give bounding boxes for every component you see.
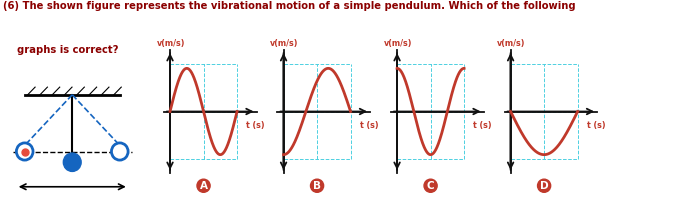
Text: t (s): t (s) — [473, 121, 492, 130]
Text: B: B — [313, 181, 321, 191]
Text: C: C — [427, 181, 434, 191]
Text: t (s): t (s) — [360, 121, 378, 130]
Text: v(m/s): v(m/s) — [384, 39, 412, 48]
Text: C: C — [427, 181, 434, 191]
Circle shape — [63, 153, 81, 171]
Text: A: A — [200, 181, 208, 191]
Text: B: B — [313, 181, 321, 191]
Circle shape — [17, 143, 33, 160]
Text: t (s): t (s) — [587, 121, 605, 130]
Text: v(m/s): v(m/s) — [270, 39, 299, 48]
Circle shape — [111, 143, 128, 160]
Text: A: A — [200, 181, 208, 191]
Text: graphs is correct?: graphs is correct? — [3, 45, 119, 55]
Text: t (s): t (s) — [246, 121, 265, 130]
Text: v(m/s): v(m/s) — [497, 39, 526, 48]
Text: (6) The shown figure represents the vibrational motion of a simple pendulum. Whi: (6) The shown figure represents the vibr… — [3, 1, 576, 11]
Text: v(m/s): v(m/s) — [157, 39, 185, 48]
Text: D: D — [540, 181, 548, 191]
Text: D: D — [540, 181, 548, 191]
